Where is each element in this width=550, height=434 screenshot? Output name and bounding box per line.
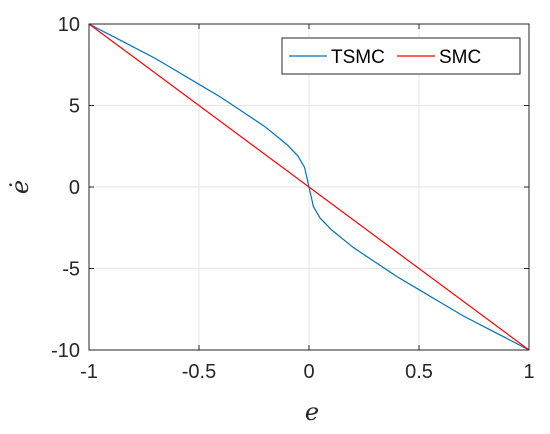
tick-labels: -1 -0.5 0 0.5 1 -10 -5 0 5 10 (51, 14, 534, 383)
x-tick-label: -1 (80, 361, 98, 383)
y-axis-label: ė (6, 180, 34, 194)
x-axis-label: e (305, 398, 319, 426)
x-tick-label: -0.5 (182, 361, 216, 383)
y-tick-label: 0 (69, 177, 80, 199)
y-tick-label: 10 (58, 14, 80, 36)
legend-label-tsmc: TSMC (331, 47, 385, 68)
y-tick-label: -10 (51, 340, 80, 362)
legend: TSMC SMC (281, 37, 521, 75)
x-tick-label: 0.5 (405, 361, 433, 383)
x-tick-label: 1 (523, 361, 534, 383)
ticks (88, 23, 530, 351)
y-tick-label: -5 (62, 259, 80, 281)
series-layer (88, 23, 530, 351)
y-tick-label: 5 (69, 96, 80, 118)
x-tick-label: 0 (303, 361, 314, 383)
legend-label-smc: SMC (439, 47, 481, 68)
series-line-smc (88, 23, 530, 351)
